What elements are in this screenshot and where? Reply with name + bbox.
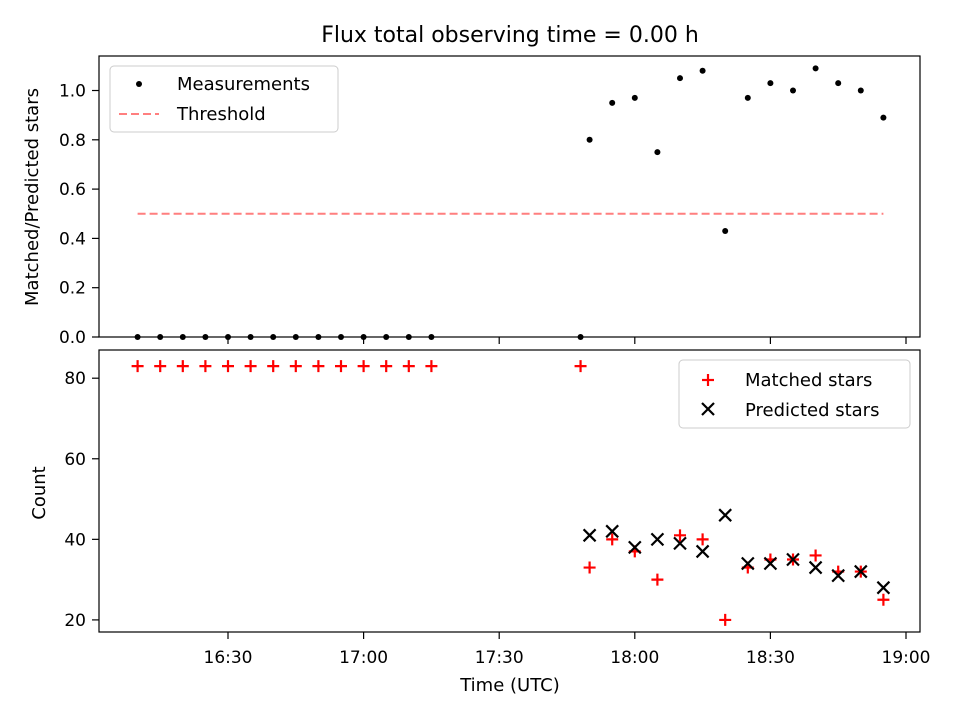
- matched-stars-point: [222, 360, 234, 373]
- x-tick-label: 18:30: [746, 648, 795, 668]
- matched-stars-point: [674, 529, 686, 542]
- matched-stars-point: [380, 360, 393, 373]
- measurements-legend-label: Measurements: [177, 74, 310, 95]
- top-y-axis-label: Matched/Predicted stars: [22, 88, 43, 306]
- top-legend: Measurements Threshold: [109, 65, 339, 133]
- predicted-stars-point: [763, 556, 778, 571]
- top-x-ticks: [227, 337, 907, 344]
- bottom-y-tick-label: 60: [64, 450, 86, 470]
- predicted-stars-legend-label: Predicted stars: [745, 400, 879, 421]
- top-legend-box: [109, 65, 339, 133]
- matched-stars-point: [719, 613, 732, 626]
- matched-stars-point: [335, 360, 347, 373]
- predicted-stars-point: [673, 536, 687, 551]
- x-tick-label: 19:00: [882, 648, 931, 668]
- bottom-y-tick-label: 80: [64, 369, 86, 389]
- x-tick-label: 17:00: [339, 648, 388, 668]
- bottom-plot-area: [131, 360, 891, 626]
- predicted-stars-point: [628, 540, 642, 555]
- measurements-point: [857, 87, 864, 94]
- top-y-tick-label: 0.4: [59, 229, 86, 249]
- matched-stars-point: [312, 360, 325, 373]
- measurements-point: [790, 87, 796, 94]
- x-axis-label: Time (UTC): [459, 675, 560, 696]
- matched-stars-point: [402, 360, 415, 373]
- matched-stars-point: [606, 533, 619, 546]
- top-plot-area: [134, 65, 887, 340]
- x-tick-label: 17:30: [475, 648, 524, 668]
- bottom-y-tick-label: 40: [64, 530, 86, 550]
- matched-stars-point: [289, 360, 302, 373]
- bottom-axes-frame: [98, 349, 921, 633]
- predicted-stars-legend-marker: [701, 402, 715, 416]
- top-panel: 0.0 0.2 0.4 0.6 0.8 1.0 Matched/Predicted sta…: [22, 55, 921, 348]
- predicted-stars-point: [786, 552, 800, 567]
- matched-stars-point: [199, 360, 212, 373]
- measurements-point: [609, 99, 616, 106]
- matched-stars-point: [357, 360, 370, 373]
- top-y-tick-label: 0.8: [59, 131, 86, 151]
- bottom-y-axis-label: Count: [29, 466, 50, 519]
- measurements-point: [812, 65, 819, 72]
- top-y-tick-label: 0.0: [59, 328, 86, 348]
- measurements-point: [835, 80, 842, 87]
- measurements-point: [722, 228, 729, 235]
- predicted-stars-point: [605, 524, 619, 539]
- matched-stars-point: [651, 573, 664, 586]
- top-y-tick-label: 1.0: [59, 82, 86, 102]
- predicted-stars-point: [718, 508, 732, 522]
- matched-stars-point: [809, 549, 822, 562]
- measurements-legend-marker: [136, 81, 142, 87]
- matched-stars-legend-marker: [702, 374, 714, 386]
- predicted-stars-point: [854, 564, 868, 579]
- bottom-y-axis: 20 40 60 80: [64, 369, 99, 631]
- bottom-legend-box: [678, 359, 911, 429]
- x-tick-label: 18:00: [610, 648, 659, 668]
- predicted-stars-point: [582, 528, 597, 543]
- x-tick-label: 16:30: [204, 648, 253, 668]
- bottom-legend: Matched stars Predicted stars: [678, 359, 911, 429]
- predicted-stars-point: [876, 580, 891, 595]
- top-y-tick-label: 0.2: [59, 279, 86, 299]
- predicted-stars-point: [808, 560, 823, 575]
- predicted-stars-point: [831, 568, 845, 583]
- predicted-stars-point: [695, 544, 710, 559]
- top-y-tick-label: 0.6: [59, 180, 86, 200]
- measurements-point: [744, 94, 751, 101]
- matched-stars-point: [574, 360, 587, 373]
- measurements-point: [767, 80, 774, 87]
- measurements-point: [654, 149, 661, 156]
- matched-stars-point: [176, 360, 189, 373]
- measurements-point: [677, 75, 683, 82]
- measurements-point: [586, 136, 593, 143]
- matched-stars-legend-label: Matched stars: [745, 370, 872, 391]
- top-y-axis: 0.0 0.2 0.4 0.6 0.8 1.0: [59, 82, 99, 348]
- matched-stars-point: [131, 360, 144, 373]
- matched-stars-point: [877, 593, 890, 606]
- bottom-x-axis: 16:30 17:00 17:30 18:00 18:30 19:00: [204, 632, 931, 668]
- predicted-stars-point: [741, 556, 755, 571]
- matched-stars-point: [696, 533, 709, 546]
- predicted-stars-point: [650, 532, 665, 547]
- chart-title: Flux total observing time = 0.00 h: [321, 23, 699, 48]
- matched-stars-point: [583, 561, 596, 574]
- matched-stars-point: [425, 360, 438, 373]
- matched-stars-point: [267, 360, 280, 373]
- bottom-y-tick-label: 20: [64, 611, 86, 631]
- top-axes-frame: [98, 55, 921, 338]
- matched-stars-point: [154, 360, 167, 373]
- matched-stars-point: [244, 360, 257, 373]
- measurements-point: [631, 94, 638, 101]
- measurements-point: [699, 67, 706, 74]
- threshold-legend-label: Threshold: [176, 104, 266, 125]
- measurements-point: [880, 114, 887, 121]
